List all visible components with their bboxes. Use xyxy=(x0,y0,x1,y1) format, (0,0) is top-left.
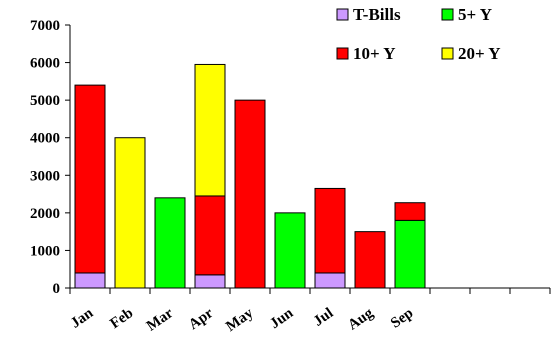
legend-label: 5+ Y xyxy=(458,5,492,24)
bar-segment-t-bills xyxy=(314,272,346,289)
bar-segment-5-y xyxy=(394,219,426,289)
x-category-label: Jan xyxy=(68,305,97,332)
bar-segment-10-y xyxy=(234,99,266,289)
bar-segment-20-y xyxy=(114,137,146,289)
legend-swatch xyxy=(441,47,454,60)
bar-segment-t-bills xyxy=(74,272,106,289)
bar-segment-5-y xyxy=(154,197,186,289)
bars-group xyxy=(74,63,426,289)
x-category-label: Apr xyxy=(186,305,217,333)
x-category-label: Mar xyxy=(144,305,177,335)
bar-segment-20-y xyxy=(194,63,226,197)
bar-segment-5-y xyxy=(274,212,306,289)
legend-swatch xyxy=(336,47,349,60)
bar-segment-10-y xyxy=(74,84,106,274)
legend-item: 10+ Y xyxy=(336,44,396,63)
x-ticks-group: Jan Feb Mar Apr May Jun Jul Aug Sep xyxy=(68,288,551,335)
y-tick-label: 1000 xyxy=(30,243,60,259)
y-tick-label: 5000 xyxy=(30,93,60,109)
y-tick-label: 4000 xyxy=(30,131,60,147)
legend-item: 20+ Y xyxy=(441,44,501,63)
x-category-label: Aug xyxy=(345,305,376,334)
x-category-label: Sep xyxy=(388,305,416,331)
legend-label: 10+ Y xyxy=(353,44,396,63)
legend: T-Bills 5+ Y 10+ Y 20+ Y xyxy=(336,5,501,63)
x-category-label: Jul xyxy=(311,305,337,330)
bar-segment-10-y xyxy=(194,195,226,276)
y-tick-label: 3000 xyxy=(30,168,60,184)
bar-segment-10-y xyxy=(394,202,426,221)
y-tick-label: 6000 xyxy=(30,56,60,72)
legend-label: 20+ Y xyxy=(458,44,501,63)
bar-segment-t-bills xyxy=(194,274,226,289)
x-category-label: May xyxy=(223,305,256,335)
x-category-label: Feb xyxy=(107,305,136,332)
legend-swatch xyxy=(441,8,454,21)
bar-segment-10-y xyxy=(314,187,346,274)
legend-swatch xyxy=(336,8,349,21)
legend-label: T-Bills xyxy=(353,5,401,24)
x-category-label: Jun xyxy=(267,305,297,332)
bar-segment-10-y xyxy=(354,231,386,289)
legend-item: 5+ Y xyxy=(441,5,492,24)
y-tick-label: 7000 xyxy=(30,18,60,34)
y-tick-label: 0 xyxy=(53,281,61,297)
legend-item: T-Bills xyxy=(336,5,401,24)
y-ticks-group: 0 1000 2000 3000 4000 5000 6000 7000 xyxy=(30,18,70,297)
y-tick-label: 2000 xyxy=(30,206,60,222)
